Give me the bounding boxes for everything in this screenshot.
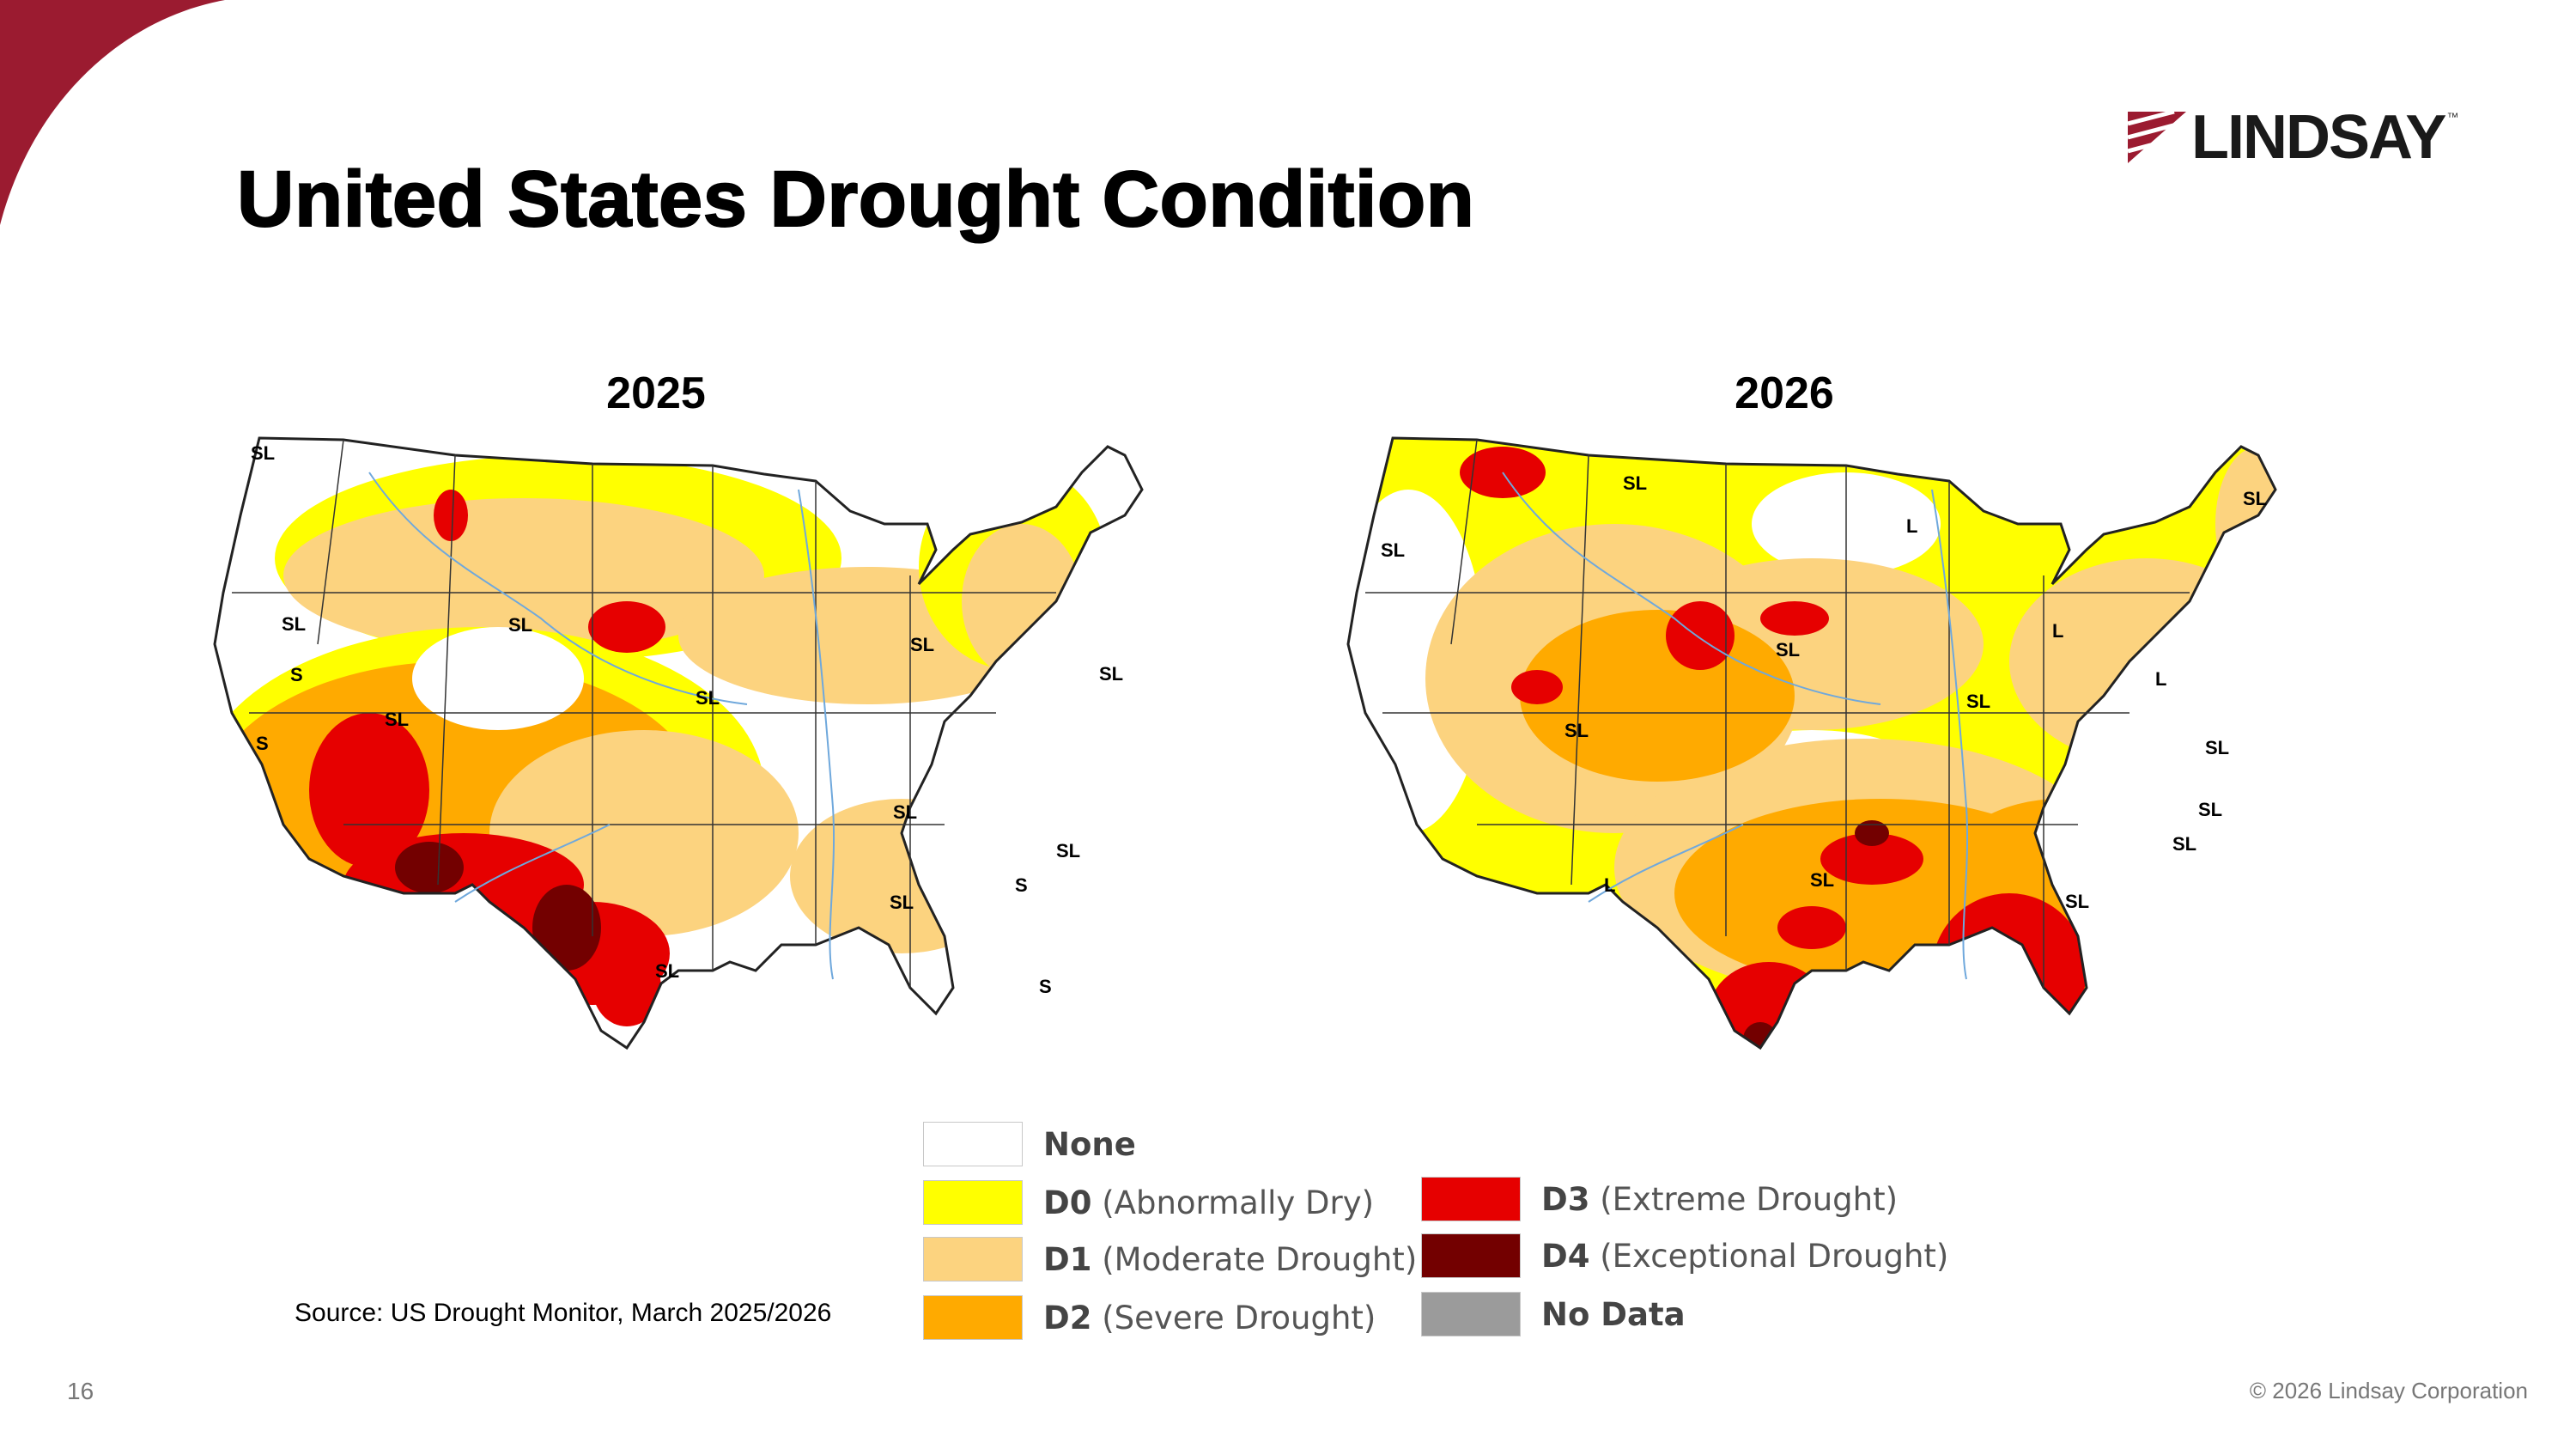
region-d4 [1743,1022,1777,1048]
legend-item-d3: D3 (Extreme Drought) [1421,1172,1898,1227]
region-d3 [309,713,429,868]
legend-swatch-d4 [1421,1233,1521,1278]
legend-swatch-d2 [923,1295,1023,1340]
legend-item-d1: D1 (Moderate Drought) [923,1232,1417,1287]
svg-text:SL: SL [1056,840,1080,861]
map-year-2026: 2026 [1735,368,1834,418]
region-d3 [588,601,665,653]
us-outline [213,436,1144,1050]
legend-label: No Data [1541,1295,1686,1333]
legend-item-d2: D2 (Severe Drought) [923,1290,1376,1345]
svg-text:L: L [2052,620,2063,642]
svg-text:S: S [1039,976,1052,997]
region-d1 [962,524,1082,679]
source-note: Source: US Drought Monitor, March 2025/2… [295,1299,832,1327]
svg-text:SL: SL [890,892,914,913]
rivers [1502,472,1969,980]
legend-label: D0 (Abnormally Dry) [1043,1184,1375,1221]
logo-wordmark: LINDSAY [2191,103,2446,172]
svg-text:SL: SL [1776,639,1800,661]
svg-text:L: L [1906,515,1917,537]
svg-text:SL: SL [910,634,934,655]
logo-trademark: ™ [2446,110,2459,124]
copyright: © 2026 Lindsay Corporation [2249,1378,2528,1403]
legend-item-no-data: No Data [1421,1287,1686,1342]
region-none [412,627,584,730]
region-d4 [532,885,601,971]
page-number: 16 [67,1378,94,1404]
svg-text:SL: SL [251,442,275,464]
legend-swatch-no-data [1421,1292,1521,1336]
svg-text:SL: SL [1099,663,1123,685]
legend-item-none: None [923,1117,1136,1172]
svg-text:S: S [256,733,269,754]
svg-text:S: S [290,664,303,685]
region-d3 [1777,906,1846,949]
region-d2 [1520,610,1795,782]
region-d3 [1760,601,1829,636]
legend-item-d4: D4 (Exceptional Drought) [1421,1228,1948,1283]
legend-label: D3 (Extreme Drought) [1541,1180,1899,1218]
region-d3 [1666,601,1735,670]
impact-labels: SL SL SL L SL L L SL SL SL SL L SL SL SL [1381,472,2267,912]
svg-text:L: L [2155,668,2166,690]
region-d2 [1082,567,1142,687]
drought-legend: None D0 (Abnormally Dry) D1 (Moderate Dr… [923,1117,1953,1349]
page-title: United States Drought Condition [236,155,1475,244]
svg-text:SL: SL [1966,691,1990,712]
svg-text:SL: SL [1564,720,1589,741]
svg-text:SL: SL [655,960,679,982]
svg-text:SL: SL [1810,869,1834,891]
svg-text:SL: SL [2198,799,2222,820]
legend-swatch-none [923,1122,1023,1166]
legend-swatch-d3 [1421,1177,1521,1221]
svg-text:SL: SL [2243,488,2267,509]
region-d3 [1932,893,2087,1048]
region-d4 [395,842,464,893]
svg-text:L: L [1604,874,1615,896]
us-outline [1346,436,2277,1050]
drought-map-2026: SL SL SL L SL L L SL SL SL SL L SL SL SL [1346,436,2277,1050]
svg-text:SL: SL [2205,737,2229,758]
svg-text:SL: SL [1623,472,1647,494]
rivers [368,472,835,980]
region-d1 [2215,447,2275,601]
legend-label: D4 (Exceptional Drought) [1541,1237,1949,1275]
svg-text:SL: SL [508,614,532,636]
region-d3 [1511,670,1563,704]
drought-map-2025: SL SL S S SL SL SL SL SL SL SL S SL S SL [213,436,1144,1050]
impact-labels: SL SL S S SL SL SL SL SL SL SL S SL S SL [251,442,1123,997]
svg-text:SL: SL [2065,891,2089,912]
region-d3 [592,949,661,1026]
legend-label: None [1043,1125,1136,1163]
state-boundaries [1365,439,2190,988]
svg-text:SL: SL [2172,833,2196,855]
svg-text:SL: SL [385,709,409,730]
legend-swatch-d1 [923,1237,1023,1282]
state-boundaries [232,439,1056,988]
svg-text:SL: SL [893,801,917,823]
legend-label: D2 (Severe Drought) [1043,1299,1376,1336]
lindsay-stripes-logo-icon [2128,112,2186,163]
region-d0 [1005,704,1108,825]
svg-text:S: S [1015,874,1028,896]
region-d4 [1855,820,1889,846]
map-year-2025: 2025 [606,368,706,418]
legend-item-d0: D0 (Abnormally Dry) [923,1175,1374,1230]
region-d1 [2009,558,2275,764]
svg-text:SL: SL [696,687,720,709]
legend-label: D1 (Moderate Drought) [1043,1240,1418,1278]
svg-text:SL: SL [282,613,306,635]
region-d3 [434,490,468,541]
svg-text:SL: SL [1381,539,1405,561]
legend-swatch-d0 [923,1180,1023,1225]
corner-swoosh-decoration [0,0,225,225]
lindsay-logo: LINDSAY ™ [2128,103,2523,172]
